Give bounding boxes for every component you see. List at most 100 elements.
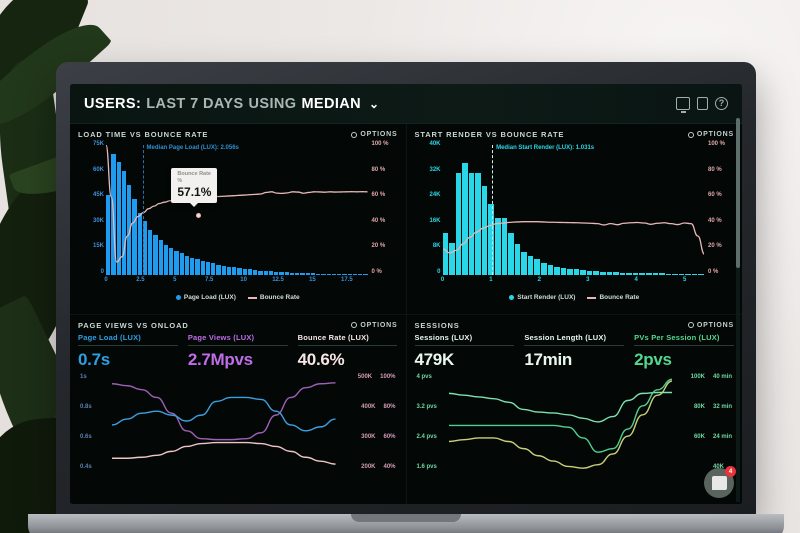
title-range[interactable]: LAST 7 DAYS <box>146 95 244 112</box>
bar[interactable] <box>337 273 342 275</box>
bar[interactable] <box>639 273 645 275</box>
bar[interactable] <box>142 221 147 275</box>
bar[interactable] <box>116 162 121 275</box>
bar[interactable] <box>205 262 210 275</box>
bar[interactable] <box>534 259 540 275</box>
data-point-marker[interactable] <box>196 212 202 218</box>
bar[interactable] <box>216 264 221 275</box>
help-icon[interactable]: ? <box>715 97 728 110</box>
bar[interactable] <box>310 273 315 275</box>
metric-card[interactable]: Session Length (LUX) 17min <box>524 333 625 370</box>
bar[interactable] <box>619 272 626 275</box>
bar[interactable] <box>560 267 567 275</box>
scrollbar-thumb[interactable] <box>736 118 740 268</box>
bar[interactable] <box>691 273 698 275</box>
options-button[interactable]: OPTIONS <box>687 131 734 138</box>
bar[interactable] <box>174 250 179 275</box>
bar[interactable] <box>169 248 174 275</box>
bar[interactable] <box>284 272 289 275</box>
monitor-icon[interactable] <box>676 97 690 113</box>
bar[interactable] <box>567 268 573 275</box>
metric-card[interactable]: PVs Per Session (LUX) 2pvs <box>634 333 734 370</box>
bar[interactable] <box>475 172 481 275</box>
metric-card[interactable]: Sessions (LUX) 479K <box>414 333 515 370</box>
legend-item[interactable]: Page Load (LUX) <box>175 294 236 301</box>
bar[interactable] <box>606 272 613 275</box>
bar[interactable] <box>184 255 189 275</box>
bar[interactable] <box>347 273 352 275</box>
bar[interactable] <box>455 172 462 275</box>
bar[interactable] <box>521 252 527 275</box>
bar[interactable] <box>163 244 168 275</box>
bar[interactable] <box>501 218 508 275</box>
legend-item[interactable]: Start Render (LUX) <box>509 294 575 301</box>
bar[interactable] <box>106 195 111 275</box>
tablet-icon[interactable] <box>697 97 708 110</box>
bar[interactable] <box>659 273 665 275</box>
bar[interactable] <box>488 203 494 275</box>
bar[interactable] <box>554 266 560 275</box>
bar[interactable] <box>263 271 268 275</box>
legend-item[interactable]: Bounce Rate <box>247 294 300 301</box>
bar[interactable] <box>268 271 273 275</box>
bar[interactable] <box>626 272 632 275</box>
metric-card[interactable]: Page Views (LUX) 2.7Mpvs <box>187 333 288 370</box>
metric-card[interactable]: Page Load (LUX) 0.7s <box>78 333 178 370</box>
bar[interactable] <box>326 273 331 275</box>
bar[interactable] <box>153 235 158 275</box>
bar[interactable] <box>632 272 639 275</box>
bar[interactable] <box>321 273 326 275</box>
bar[interactable] <box>226 266 231 275</box>
options-button[interactable]: OPTIONS <box>351 131 397 138</box>
bar[interactable] <box>242 268 247 275</box>
legend-item[interactable]: Bounce Rate <box>587 294 639 301</box>
bar[interactable] <box>586 270 593 275</box>
bar[interactable] <box>363 273 368 275</box>
bar[interactable] <box>305 273 310 275</box>
bar[interactable] <box>508 232 514 275</box>
bar[interactable] <box>449 242 455 275</box>
bar[interactable] <box>685 273 691 275</box>
title-stat[interactable]: MEDIAN <box>301 95 362 112</box>
bar[interactable] <box>221 265 226 275</box>
bar[interactable] <box>342 273 347 275</box>
bar[interactable] <box>672 273 678 275</box>
bar[interactable] <box>613 272 619 275</box>
options-button[interactable]: OPTIONS <box>351 322 397 329</box>
bar[interactable] <box>652 273 659 275</box>
bar[interactable] <box>200 260 205 275</box>
bar[interactable] <box>352 273 357 275</box>
bar[interactable] <box>678 273 685 275</box>
bar[interactable] <box>462 162 468 275</box>
bar[interactable] <box>137 212 142 275</box>
bar[interactable] <box>468 172 475 275</box>
bar[interactable] <box>247 269 252 275</box>
bar[interactable] <box>316 273 321 275</box>
chevron-down-icon[interactable]: ⌄ <box>369 96 380 111</box>
scrollbar-track[interactable] <box>736 118 740 502</box>
bar[interactable] <box>121 171 126 275</box>
bar[interactable] <box>211 263 216 275</box>
bar[interactable] <box>358 273 363 275</box>
bar[interactable] <box>645 273 652 275</box>
bar[interactable] <box>580 270 586 275</box>
bar[interactable] <box>547 265 554 275</box>
bar[interactable] <box>195 259 200 275</box>
bar[interactable] <box>527 255 534 275</box>
bar[interactable] <box>274 271 279 275</box>
bar[interactable] <box>540 263 547 275</box>
bar[interactable] <box>300 273 305 275</box>
bar[interactable] <box>258 270 263 275</box>
bar[interactable] <box>232 267 237 275</box>
metric-card[interactable]: Bounce Rate (LUX) 40.6% <box>297 333 398 370</box>
bar[interactable] <box>331 273 336 275</box>
bar[interactable] <box>600 271 606 275</box>
bar[interactable] <box>279 272 284 275</box>
bar[interactable] <box>514 244 521 275</box>
bar[interactable] <box>495 218 501 275</box>
bar[interactable] <box>148 229 153 275</box>
bar[interactable] <box>698 273 704 275</box>
bar[interactable] <box>179 253 184 275</box>
bar[interactable] <box>481 185 488 275</box>
bar[interactable] <box>190 257 195 275</box>
